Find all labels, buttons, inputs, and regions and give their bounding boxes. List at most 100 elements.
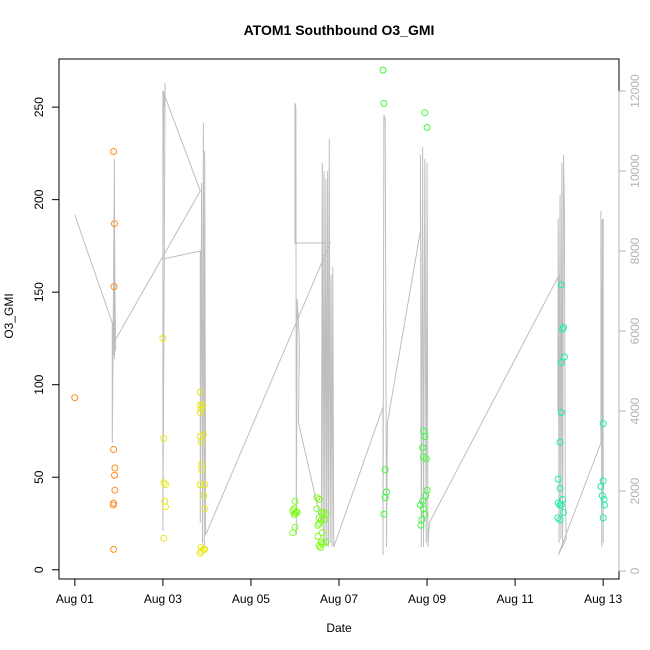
data-point: [559, 325, 567, 333]
data-point: [111, 464, 119, 472]
data-point: [322, 538, 330, 546]
x-tick-label: Aug 11: [497, 592, 534, 606]
data-point: [598, 492, 606, 500]
data-point: [560, 508, 567, 516]
y2-tick-label: 10000: [628, 154, 642, 188]
data-point: [554, 514, 562, 522]
y2-tick-label: 2000: [628, 477, 642, 504]
data-point: [162, 481, 169, 489]
data-point: [289, 507, 297, 514]
data-point: [422, 455, 430, 463]
data-point: [111, 220, 118, 228]
data-point: [379, 66, 387, 74]
y-tick-label: 50: [32, 470, 46, 484]
x-tick-label: Aug 09: [408, 592, 446, 606]
data-point: [110, 148, 118, 155]
data-point: [599, 514, 607, 522]
data-point: [317, 508, 325, 516]
data-point: [196, 481, 204, 489]
data-point: [421, 109, 429, 117]
data-point: [599, 477, 607, 485]
data-point: [197, 438, 205, 446]
data-point: [315, 520, 323, 527]
y2-tick-label: 6000: [628, 317, 642, 344]
data-point: [380, 99, 388, 107]
data-point: [110, 446, 118, 453]
data-point: [199, 401, 206, 409]
x-axis-label: Date: [326, 621, 352, 635]
data-point: [317, 516, 325, 524]
data-point: [419, 497, 427, 505]
data-point: [291, 497, 299, 505]
data-point: [557, 409, 565, 416]
plot-frame: [58, 58, 620, 580]
x-tick-label: Aug 03: [144, 592, 182, 606]
data-point: [554, 475, 562, 483]
data-point: [111, 471, 118, 479]
data-point: [313, 494, 321, 502]
data-point: [417, 521, 425, 529]
data-point: [71, 394, 79, 402]
y2-tick-label: 12000: [628, 74, 642, 108]
data-point: [196, 401, 204, 409]
x-tick-label: Aug 13: [584, 592, 622, 606]
altitude-line-0: [74, 82, 604, 556]
y-tick-label: 150: [32, 282, 46, 302]
data-point: [380, 510, 388, 518]
data-point: [556, 438, 564, 446]
data-point: [110, 545, 118, 553]
data-point: [199, 431, 207, 439]
y2-tick-label: 0: [628, 567, 642, 574]
y-tick-label: 250: [32, 97, 46, 117]
y-tick-label: 0: [32, 566, 46, 573]
data-point: [557, 281, 565, 289]
data-point: [289, 529, 297, 537]
y-axis-label: O3_GMI: [2, 293, 16, 338]
data-point: [599, 420, 607, 428]
data-point: [557, 359, 565, 366]
data-point: [601, 501, 608, 509]
data-point: [318, 540, 326, 548]
chart-title: ATOM1 Southbound O3_GMI: [244, 22, 435, 38]
x-tick-label: Aug 05: [232, 592, 270, 606]
data-point: [198, 466, 206, 474]
data-point: [197, 405, 205, 413]
data-point: [313, 505, 321, 513]
data-point: [314, 521, 322, 529]
data-point: [196, 409, 204, 416]
data-point: [314, 532, 322, 540]
data-point: [421, 433, 429, 440]
data-point: [201, 481, 209, 489]
data-point: [381, 494, 389, 502]
y2-tick-label: 8000: [628, 237, 642, 264]
data-point: [196, 388, 204, 396]
data-point: [201, 505, 209, 513]
data-point: [290, 510, 298, 518]
data-point: [419, 444, 427, 452]
data-point: [557, 501, 565, 509]
data-point: [162, 503, 169, 511]
data-point: [201, 545, 209, 553]
data-point: [160, 534, 168, 542]
data-point: [196, 549, 204, 557]
plot-area: Aug 01 Aug 03 Aug 05 Aug 07 Aug 09 Aug 11 Aug …: [32, 58, 642, 606]
data-point: [423, 124, 431, 131]
data-point: [200, 492, 208, 500]
data-point: [160, 479, 168, 487]
data-point: [320, 508, 328, 516]
data-point: [110, 283, 118, 291]
data-point: [318, 529, 326, 537]
data-point: [160, 434, 168, 442]
y-tick-label: 200: [32, 189, 46, 209]
data-point: [159, 334, 167, 342]
y-tick-label: 100: [32, 374, 46, 394]
data-point: [381, 466, 389, 474]
data-point: [317, 544, 324, 551]
x-tick-label: Aug 07: [320, 592, 358, 606]
y2-tick-label: 4000: [628, 397, 642, 424]
data-point: [111, 486, 119, 494]
data-point: [315, 495, 323, 503]
data-point: [556, 516, 564, 524]
data-point: [556, 484, 564, 492]
